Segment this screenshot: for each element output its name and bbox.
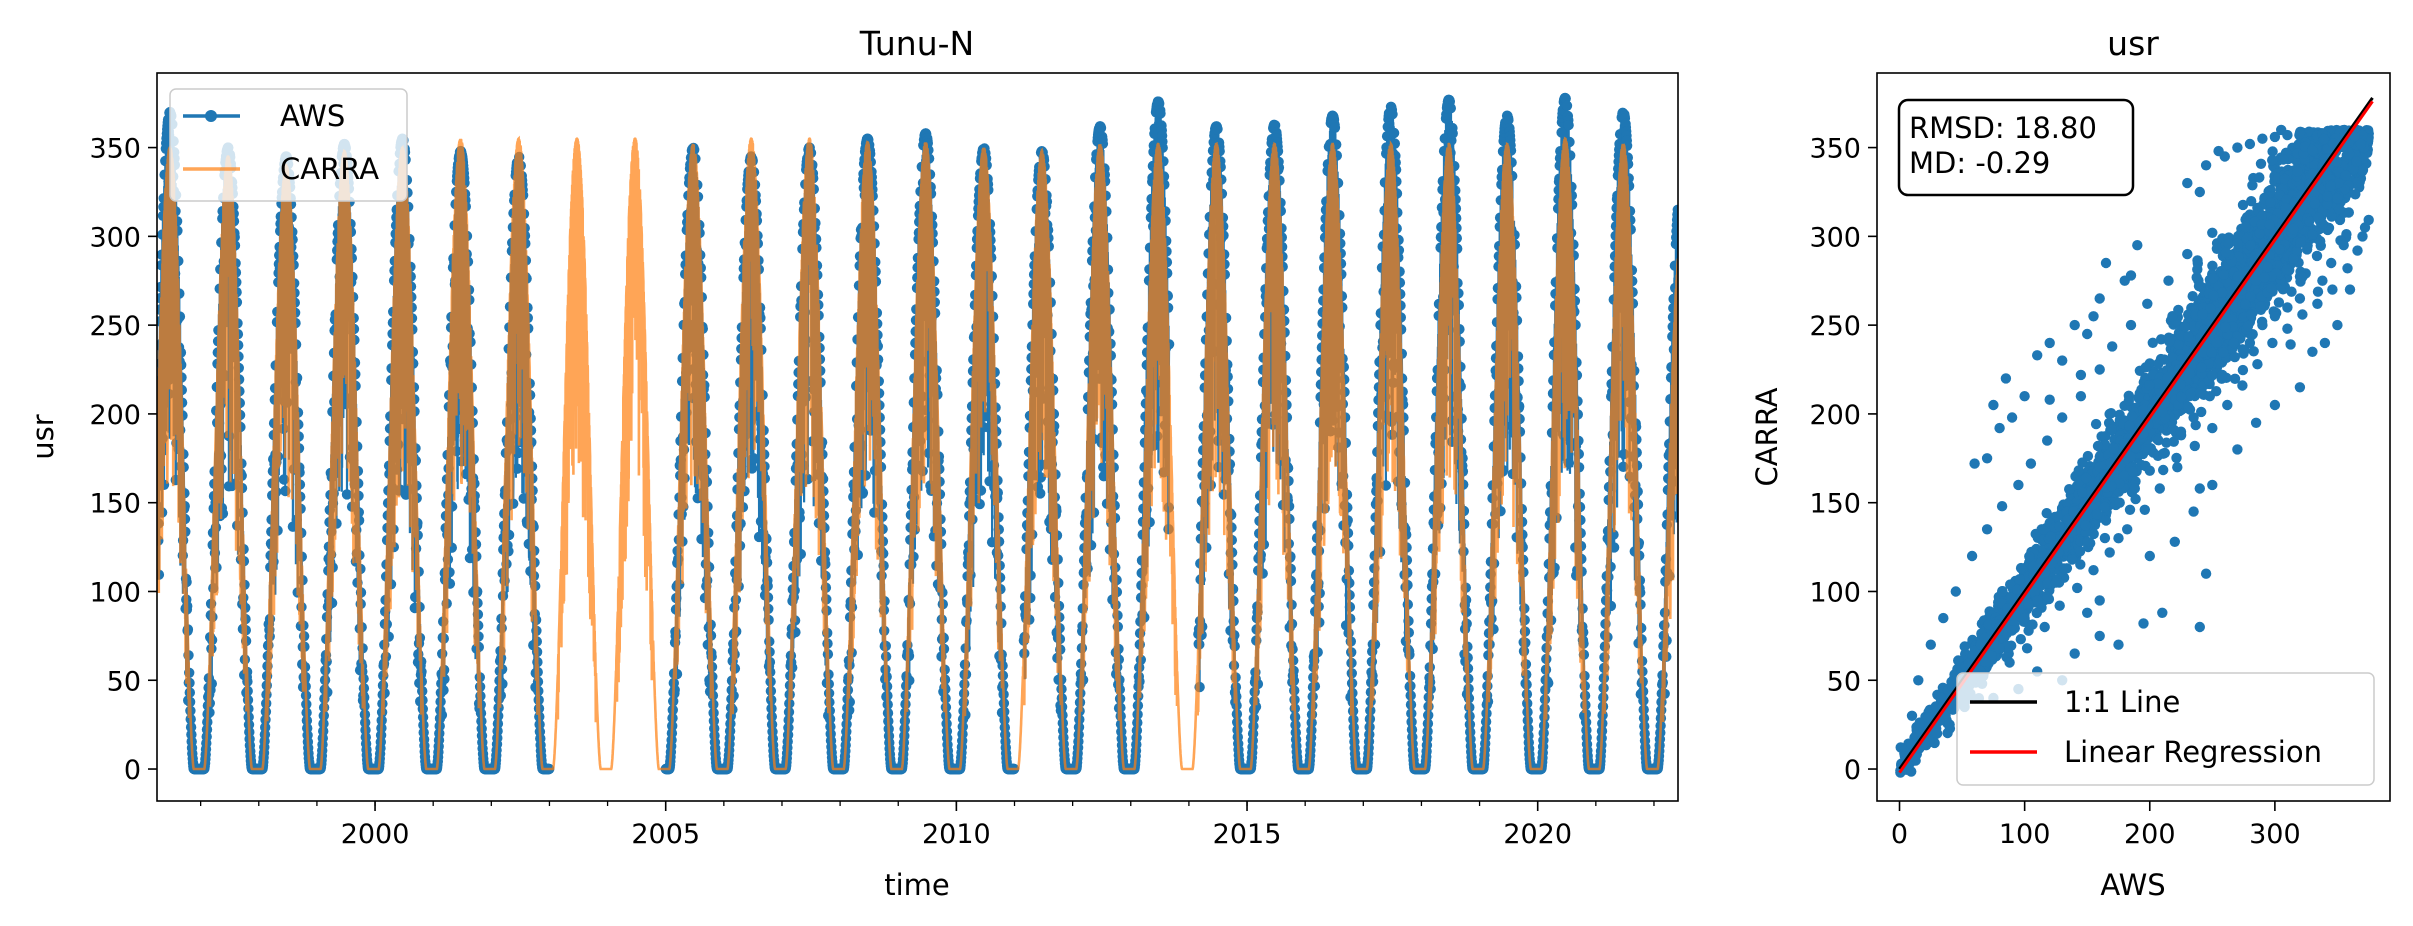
y-tick-label: 100 <box>89 577 141 608</box>
scatter-point <box>2090 418 2102 430</box>
aws-point <box>1561 100 1573 112</box>
timeseries-panel: Tunu-N 0 50 100 150 200 250 300 350 2000 2005 201… <box>26 24 1679 902</box>
scatter-point <box>2285 339 2296 350</box>
aws-point <box>1387 109 1398 120</box>
timeseries-x-axis: 2000 2005 2010 2015 2020 <box>199 801 1655 850</box>
y-tick-label: 50 <box>107 666 141 697</box>
x-tick-label: 2015 <box>1213 819 1282 850</box>
carra-legend-label: CARRA <box>280 152 379 186</box>
aws-point <box>1329 122 1341 133</box>
scatter-title: usr <box>2107 24 2159 63</box>
y-tick-label: 150 <box>89 489 141 520</box>
timeseries-y-label: usr <box>26 414 60 459</box>
aws-point <box>508 498 519 509</box>
aws-point <box>341 489 353 500</box>
aws-point <box>1155 108 1166 119</box>
x-tick-label: 2005 <box>631 819 700 850</box>
aws-point <box>1095 122 1107 134</box>
aws-point <box>1212 123 1223 135</box>
y-tick-label: 250 <box>89 311 141 342</box>
timeseries-y-axis: 0 50 100 150 200 250 300 350 <box>89 134 157 786</box>
scatter-point <box>2099 532 2111 544</box>
timeseries-plot-area <box>157 92 1678 775</box>
aws-point <box>975 485 987 496</box>
timeseries-x-label: time <box>884 868 950 902</box>
aws-point <box>436 709 448 721</box>
aws-point <box>1388 127 1400 139</box>
aws-point <box>1447 128 1458 139</box>
timeseries-legend: AWS CARRA <box>169 88 408 202</box>
aws-point <box>217 508 229 519</box>
y-tick-label: 300 <box>89 222 141 253</box>
aws-point <box>1563 119 1574 131</box>
scatter-point <box>2312 286 2324 297</box>
x-tick-label: 2010 <box>922 819 991 850</box>
x-tick-label: 2020 <box>1503 819 1572 850</box>
aws-legend-marker <box>205 110 217 122</box>
timeseries-title: Tunu-N <box>859 24 975 63</box>
x-tick-label: 2000 <box>341 819 410 850</box>
y-tick-label: 200 <box>89 400 141 431</box>
aws-point <box>204 707 215 718</box>
aws-legend-label: AWS <box>280 99 345 133</box>
aws-point <box>1445 103 1457 114</box>
y-tick-label: 350 <box>89 134 141 165</box>
y-tick-label: 0 <box>124 755 141 786</box>
